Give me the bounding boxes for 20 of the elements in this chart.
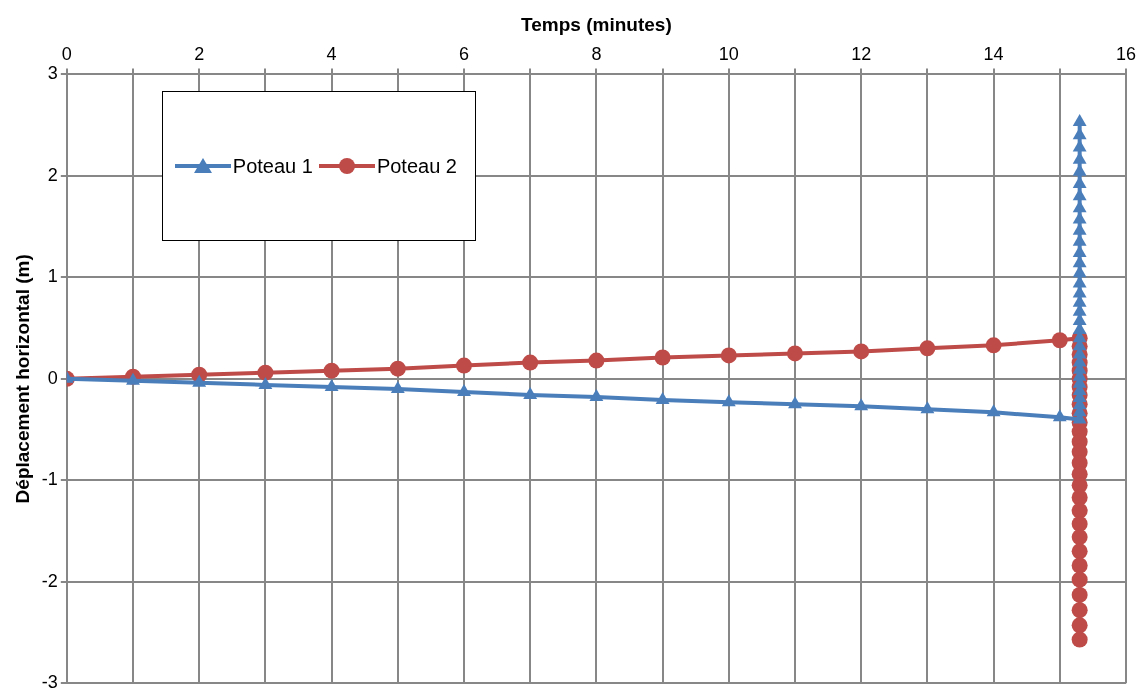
- x-tick-label: 10: [718, 43, 739, 64]
- y-tick-label: 2: [47, 164, 58, 185]
- y-tick-label: 3: [47, 63, 58, 84]
- y-tick-label: 1: [47, 266, 58, 287]
- x-tick-label: 12: [851, 43, 872, 64]
- legend-label: Poteau 2: [376, 154, 457, 178]
- x-tick-label: 2: [194, 43, 205, 64]
- legend-label: Poteau 1: [232, 154, 313, 178]
- y-axis-title: Déplacement horizontal (m): [11, 254, 33, 504]
- x-tick-label: 6: [459, 43, 470, 64]
- x-tick-label: 0: [61, 43, 72, 64]
- x-tick-label: 4: [326, 43, 337, 64]
- x-tick-label: 16: [1115, 43, 1137, 64]
- y-tick-label: -1: [41, 469, 58, 490]
- x-tick-label: 14: [983, 43, 1004, 64]
- y-tick-label: 0: [47, 367, 58, 388]
- y-tick-label: -3: [41, 672, 58, 693]
- x-tick-label: 8: [591, 43, 602, 64]
- x-axis-title: Temps (minutes): [521, 13, 672, 35]
- y-tick-label: -2: [41, 570, 58, 591]
